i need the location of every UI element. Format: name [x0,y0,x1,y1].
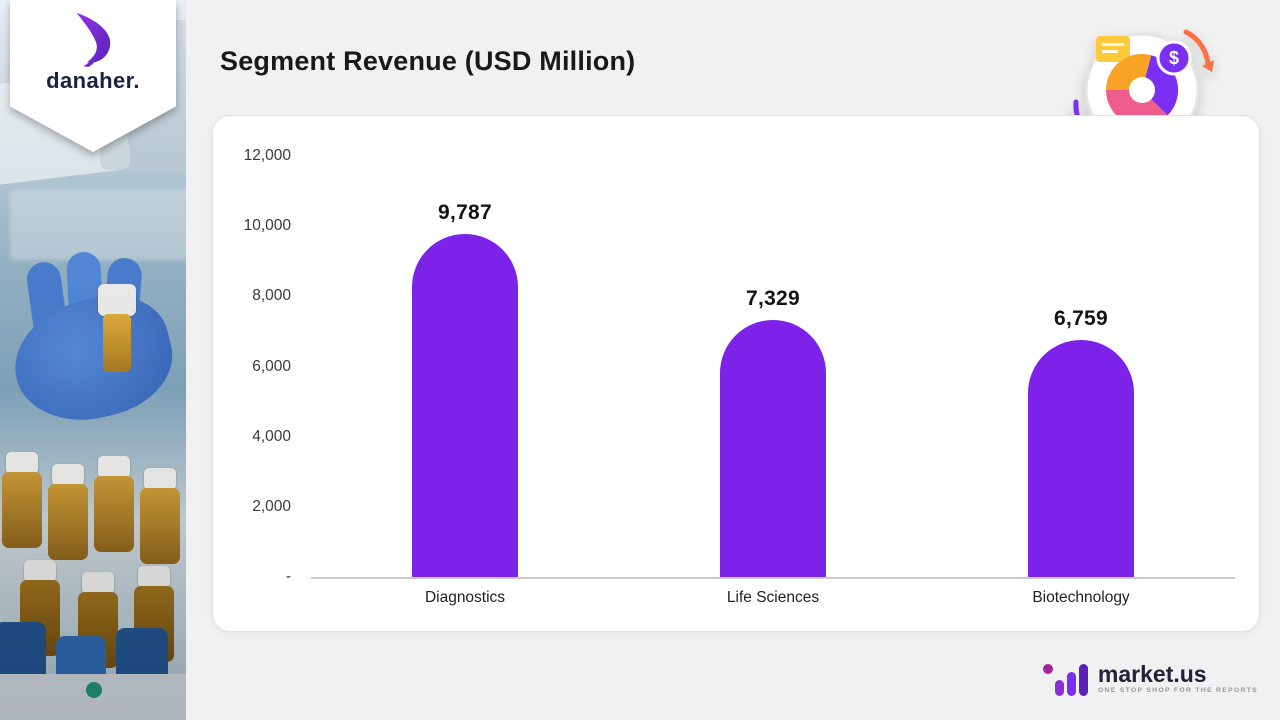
category-label: Diagnostics [424,589,506,606]
page-title: Segment Revenue (USD Million) [220,46,636,76]
category-label: Life Sciences [726,589,820,606]
danaher-swoosh-icon [76,12,111,68]
footer-brand-name: market.us [1097,661,1207,687]
x-axis-line [311,577,1235,579]
y-tick-label: 4,000 [252,428,291,445]
y-tick-label: 12,000 [243,147,291,164]
bar-life-sciences [720,320,826,577]
y-tick-label: 10,000 [243,217,291,234]
vial-body [103,314,131,372]
y-tick-label: 6,000 [252,358,291,375]
vial-cap [98,284,136,316]
amber-bottle [140,468,180,564]
footer-brand-tagline: ONE STOP SHOP FOR THE REPORTS [1097,687,1258,694]
sidebar: danaher. [0,0,186,720]
marketus-logo-icon [1042,664,1088,696]
y-tick-label: 8,000 [252,287,291,304]
bar-group: 6,759 Biotechnology [927,156,1235,606]
brand-name: danaher. [46,68,140,93]
machine-light [86,682,102,698]
brand-banner: danaher. [10,0,176,152]
bar-value-label: 9,787 [437,201,493,224]
amber-bottle [48,464,88,560]
y-axis: 12,000 10,000 8,000 6,000 4,000 2,000 - [213,116,291,631]
bar-group: 9,787 Diagnostics [311,156,619,606]
bar-biotechnology [1028,340,1134,577]
amber-bottle [94,456,134,552]
plot-area: 9,787 Diagnostics 7,329 Life Sciences 6,759 B… [311,156,1235,606]
footer-brand: market.us ONE STOP SHOP FOR THE REPORTS [1042,660,1258,696]
svg-text:$: $ [1169,48,1179,68]
lab-equipment-shape [10,190,186,260]
bar-diagnostics [412,234,518,577]
bars-row: 9,787 Diagnostics 7,329 Life Sciences 6,759 B… [311,156,1235,606]
bar-value-label: 6,759 [1053,307,1109,330]
category-label: Biotechnology [1032,589,1130,606]
chart-card: 12,000 10,000 8,000 6,000 4,000 2,000 - 9,787 D… [212,115,1260,632]
y-tick-label: 2,000 [252,498,291,515]
bar-group: 7,329 Life Sciences [619,156,927,606]
bar-value-label: 7,329 [745,287,801,310]
amber-bottle [2,452,42,548]
y-tick-label: - [285,568,291,585]
